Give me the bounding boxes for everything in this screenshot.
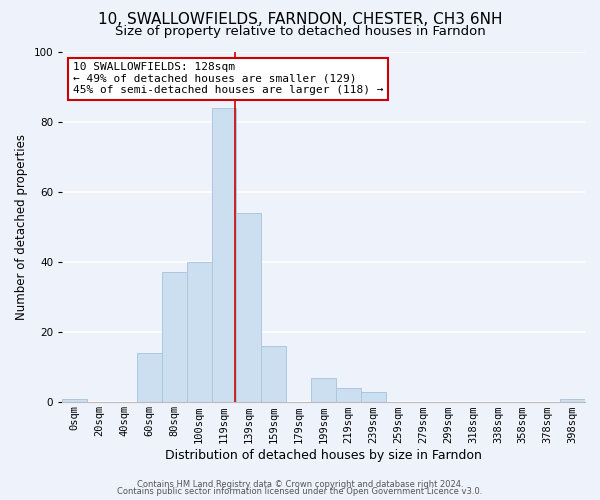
Bar [236,213,262,402]
Bar [262,346,286,403]
Bar [187,262,212,402]
Text: 10, SWALLOWFIELDS, FARNDON, CHESTER, CH3 6NH: 10, SWALLOWFIELDS, FARNDON, CHESTER, CH3… [98,12,502,28]
Bar [212,108,236,403]
Text: Size of property relative to detached houses in Farndon: Size of property relative to detached ho… [115,25,485,38]
Bar [62,399,87,402]
Bar [336,388,361,402]
Text: Contains HM Land Registry data © Crown copyright and database right 2024.: Contains HM Land Registry data © Crown c… [137,480,463,489]
Bar [311,378,336,402]
Bar [137,353,162,403]
Y-axis label: Number of detached properties: Number of detached properties [15,134,28,320]
Text: 10 SWALLOWFIELDS: 128sqm
← 49% of detached houses are smaller (129)
45% of semi-: 10 SWALLOWFIELDS: 128sqm ← 49% of detach… [73,62,383,95]
X-axis label: Distribution of detached houses by size in Farndon: Distribution of detached houses by size … [165,450,482,462]
Bar [560,399,585,402]
Bar [361,392,386,402]
Bar [162,272,187,402]
Text: Contains public sector information licensed under the Open Government Licence v3: Contains public sector information licen… [118,487,482,496]
